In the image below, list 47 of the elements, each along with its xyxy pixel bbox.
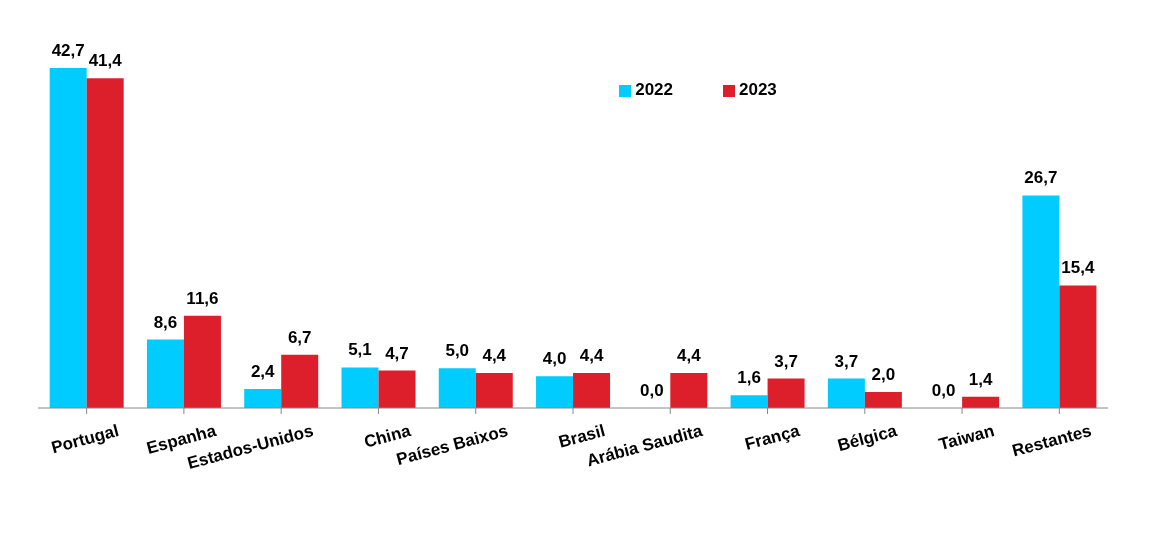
bar: [146, 339, 184, 408]
data-label: 3,7: [834, 351, 859, 371]
bar: [86, 78, 124, 408]
legend-label: 2023: [739, 80, 777, 99]
legend-label: 2022: [635, 80, 673, 99]
bar: [244, 388, 282, 408]
data-label: 26,7: [1024, 168, 1058, 188]
data-label: 0,0: [931, 380, 956, 400]
data-label: 42,7: [51, 41, 85, 60]
data-label: 1,6: [737, 368, 761, 388]
x-tick-label: Bélgica: [835, 420, 900, 456]
data-label: 1,4: [968, 369, 993, 389]
x-tick-label: Taiwan: [936, 421, 997, 455]
data-label: 4,4: [482, 345, 507, 365]
bar: [378, 370, 416, 408]
data-label: 11,6: [186, 288, 219, 308]
bar: [341, 367, 379, 408]
data-label: 0,0: [639, 380, 664, 400]
bar: [438, 368, 476, 408]
bar: [864, 392, 902, 408]
data-label: 4,4: [676, 345, 702, 365]
data-label: 6,7: [287, 327, 312, 347]
bar: [183, 315, 221, 408]
bar: [536, 376, 574, 408]
data-label: 4,4: [579, 345, 604, 365]
bar: [475, 372, 513, 408]
bar: [767, 378, 805, 408]
data-label: 41,4: [88, 51, 123, 71]
x-tick-label: França: [742, 420, 803, 454]
data-label: 2,4: [250, 361, 276, 381]
data-label: 5,0: [445, 341, 470, 361]
data-label: 2,0: [871, 365, 896, 385]
bar: [281, 354, 319, 408]
bar: [573, 372, 611, 408]
data-label: 4,7: [385, 343, 409, 363]
data-label: 4,0: [542, 349, 567, 369]
bar: [49, 68, 87, 408]
data-label: 8,6: [153, 312, 178, 332]
data-label: 3,7: [774, 351, 798, 371]
bar: [962, 396, 1000, 408]
bar: [827, 378, 865, 408]
data-label: 15,4: [1061, 258, 1095, 278]
bar: [730, 395, 768, 408]
bar: [1022, 195, 1060, 408]
bar: [670, 372, 708, 408]
bar: [1059, 285, 1097, 408]
data-label: 5,1: [348, 340, 372, 360]
